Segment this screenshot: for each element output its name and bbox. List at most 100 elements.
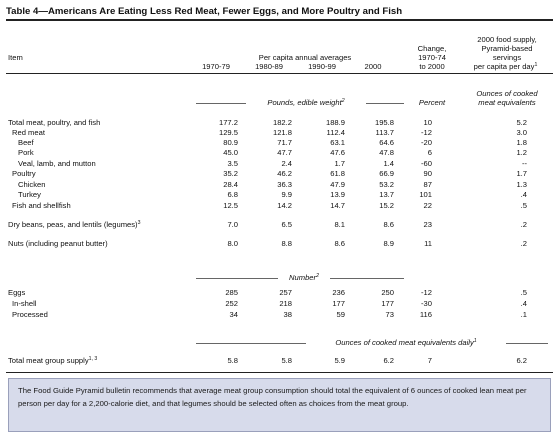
- table-page: Table 4—Americans Are Eating Less Red Me…: [6, 4, 553, 436]
- table-cell: 23: [423, 220, 432, 229]
- table-cell: 1.7: [334, 159, 345, 168]
- table-cell: 12.5: [223, 201, 238, 210]
- header-1990: 1990-99: [308, 62, 336, 71]
- table-cell: 8.1: [334, 220, 345, 229]
- row-label: Dry beans, peas, and lentils (legumes)3: [8, 220, 141, 229]
- table-cell: 90: [423, 169, 432, 178]
- header-item: Item: [8, 53, 23, 62]
- table-cell: 63.1: [330, 138, 345, 147]
- table-cell: .1: [520, 310, 527, 319]
- table-cell: 8.0: [227, 239, 238, 248]
- table-cell: 6.8: [227, 190, 238, 199]
- table-cell: 6: [427, 148, 432, 157]
- table-cell: 3.5: [227, 159, 238, 168]
- table-cell: 257: [279, 288, 292, 297]
- table-cell: 13.9: [330, 190, 345, 199]
- table-cell: -60: [421, 159, 432, 168]
- pounds-line-right: [366, 103, 404, 104]
- pounds-line-left: [196, 103, 246, 104]
- unit-percent: Percent: [418, 98, 446, 107]
- title-rule: [6, 19, 553, 21]
- table-cell: 66.9: [379, 169, 394, 178]
- table-cell: 34: [229, 310, 238, 319]
- table-cell: 10: [423, 118, 432, 127]
- row-label: Red meat: [12, 128, 45, 137]
- table-cell: 53.2: [379, 180, 394, 189]
- table-cell: 1.3: [516, 180, 527, 189]
- table-cell: -12: [421, 128, 432, 137]
- header-supply-1: 2000 food supply,: [477, 35, 537, 44]
- table-cell: 188.9: [325, 118, 345, 127]
- table-cell: 3.0: [516, 128, 527, 137]
- row-label: Poultry: [12, 169, 36, 178]
- table-cell: 61.8: [330, 169, 345, 178]
- daily-line-left: [196, 343, 306, 344]
- table-cell: 6.2: [383, 356, 394, 365]
- table-cell: 5.9: [334, 356, 345, 365]
- header-change-2: 1970-74: [418, 53, 446, 62]
- table-cell: 129.5: [218, 128, 238, 137]
- table-cell: 250: [381, 288, 394, 297]
- table-cell: 28.4: [223, 180, 238, 189]
- table-cell: 121.8: [272, 128, 292, 137]
- table-cell: 15.2: [379, 201, 394, 210]
- header-change-3: to 2000: [419, 62, 445, 71]
- header-supply-3: servings: [492, 53, 522, 62]
- row-label: Turkey: [18, 190, 41, 199]
- header-supply-4: per capita per day1: [473, 62, 538, 71]
- row-label: Processed: [12, 310, 48, 319]
- table-cell: 177.2: [218, 118, 238, 127]
- table-cell: 177: [332, 299, 345, 308]
- table-cell: .5: [520, 201, 527, 210]
- header-1970: 1970-79: [202, 62, 230, 71]
- header-change-1: Change,: [417, 44, 447, 53]
- table-cell: 22: [423, 201, 432, 210]
- row-label: Chicken: [18, 180, 46, 189]
- note-text: The Food Guide Pyramid bulletin recommen…: [18, 386, 527, 408]
- table-cell: 113.7: [375, 128, 394, 137]
- table-cell: 1.8: [516, 138, 527, 147]
- row-label: Fish and shellfish: [12, 201, 71, 210]
- table-cell: 87: [423, 180, 432, 189]
- header-supply-2: Pyramid-based: [481, 44, 533, 53]
- unit-ounces-1: Ounces of cooked: [476, 89, 538, 98]
- table-cell: 1.7: [516, 169, 527, 178]
- table-cell: 59: [336, 310, 345, 319]
- header-rule: [6, 73, 553, 74]
- table-cell: 112.4: [326, 128, 345, 137]
- table-cell: 7.0: [227, 220, 238, 229]
- table-cell: 9.9: [281, 190, 292, 199]
- table-cell: 71.7: [277, 138, 292, 147]
- table-cell: -30: [421, 299, 432, 308]
- header-1980: 1980-89: [255, 62, 283, 71]
- table-cell: 1.4: [383, 159, 394, 168]
- table-cell: 285: [225, 288, 238, 297]
- table-cell: 8.9: [383, 239, 394, 248]
- table-cell: 11: [424, 239, 432, 248]
- daily-line-right: [506, 343, 548, 344]
- table-cell: 8.8: [281, 239, 292, 248]
- table-cell: 2.4: [281, 159, 292, 168]
- note-box: The Food Guide Pyramid bulletin recommen…: [8, 378, 551, 432]
- table-cell: 47.7: [277, 148, 292, 157]
- table-cell: .2: [520, 239, 527, 248]
- number-line-left: [196, 278, 278, 279]
- table-cell: 38: [283, 310, 292, 319]
- row-label: Total meat, poultry, and fish: [8, 118, 101, 127]
- table-cell: 5.8: [227, 356, 238, 365]
- row-label: Pork: [18, 148, 34, 157]
- bottom-rule: [6, 372, 553, 373]
- table-cell: 116: [419, 310, 432, 319]
- table-cell: 5.8: [281, 356, 292, 365]
- table-cell: 14.2: [277, 201, 292, 210]
- table-cell: 36.3: [277, 180, 292, 189]
- table-cell: 8.6: [383, 220, 394, 229]
- table-cell: 236: [332, 288, 345, 297]
- table-cell: 35.2: [223, 169, 238, 178]
- row-label: Eggs: [8, 288, 26, 297]
- table-cell: --: [521, 159, 527, 168]
- unit-pounds: Pounds, edible weight2: [267, 98, 345, 107]
- table-cell: 6.5: [281, 220, 292, 229]
- table-cell: 8.6: [334, 239, 345, 248]
- table-cell: 195.8: [374, 118, 394, 127]
